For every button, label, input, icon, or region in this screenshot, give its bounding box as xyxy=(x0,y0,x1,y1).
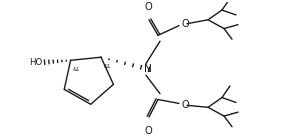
Text: O: O xyxy=(144,2,152,12)
Text: N: N xyxy=(144,64,152,74)
Text: O: O xyxy=(144,126,152,136)
Text: &1: &1 xyxy=(104,64,111,69)
Text: O: O xyxy=(181,100,189,110)
Text: O: O xyxy=(181,19,189,29)
Text: HO: HO xyxy=(29,58,43,67)
Text: &1: &1 xyxy=(73,67,80,72)
